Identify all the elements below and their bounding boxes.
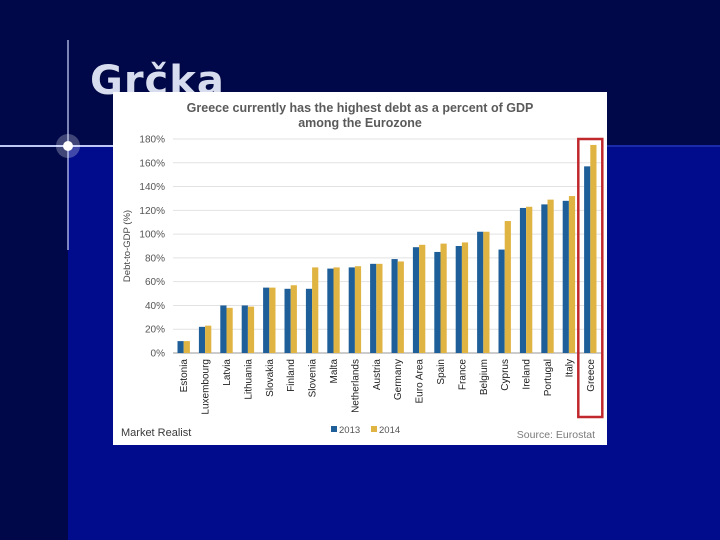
y-tick-label: 40% [145, 301, 165, 312]
bar-2014 [376, 263, 383, 353]
y-tick-label: 180% [139, 135, 165, 146]
bar-2014 [312, 267, 319, 353]
x-tick-label: Cyprus [500, 359, 511, 391]
bar-2013 [177, 341, 184, 353]
bar-2013 [562, 200, 569, 353]
bar-2013 [263, 287, 270, 353]
legend-label: 2014 [379, 425, 400, 436]
legend-label: 2013 [339, 425, 360, 436]
bar-chart: 0% 20% 40% 60% 80% 100% 120% 140% 160% 180% Debt-t… [122, 135, 604, 436]
x-tick-label: Finland [286, 359, 297, 392]
bar-2014 [226, 307, 233, 353]
highlight-box [577, 137, 604, 419]
bar-2014 [290, 285, 297, 353]
x-tick-label: Malta [329, 359, 340, 384]
brand-logo: Market Realist [121, 427, 192, 439]
bar-2013 [391, 259, 398, 353]
bar-2013 [412, 247, 420, 353]
x-tick-label: Latvia [222, 359, 233, 386]
y-tick-label: 0% [151, 349, 166, 360]
bar-2014 [526, 206, 533, 353]
legend-swatch [331, 426, 337, 432]
bar-2013 [241, 305, 248, 353]
x-tick-label: Netherlands [350, 359, 361, 413]
x-tick-label: Germany [393, 359, 404, 400]
x-tick-label: Estonia [179, 359, 190, 393]
x-tick-label: Austria [372, 359, 383, 391]
bar-2013 [198, 326, 206, 353]
bar-2014 [590, 144, 597, 353]
y-tick-label: 140% [139, 182, 165, 193]
y-tick-label: 120% [139, 206, 165, 217]
y-tick-label: 60% [145, 277, 165, 288]
chart-panel: Greece currently has the highest debt as… [113, 92, 607, 445]
bar-2014 [205, 325, 212, 353]
bar-2013 [348, 267, 355, 353]
bar-2013 [434, 251, 441, 353]
bar-2014 [504, 221, 511, 353]
bar-2013 [455, 246, 462, 353]
x-tick-label: Ireland [522, 359, 533, 390]
source-note: Source: Eurostat [516, 429, 595, 441]
bar-2014 [547, 199, 554, 353]
x-tick-label: Belgium [479, 359, 490, 395]
x-tick-label: Luxembourg [201, 359, 212, 415]
x-tick-label: Portugal [543, 359, 554, 396]
bar-2013 [584, 166, 591, 353]
x-tick-label: Slovenia [308, 359, 319, 398]
y-tick-label: 80% [145, 253, 165, 264]
bar-2014 [440, 243, 447, 353]
star-flare-icon [0, 40, 150, 250]
bar-2014 [269, 287, 276, 353]
bar-2013 [220, 305, 227, 353]
y-tick-label: 160% [139, 158, 165, 169]
bar-2014 [247, 306, 255, 353]
bar-2014 [483, 231, 490, 353]
x-tick-label: Spain [436, 359, 447, 385]
chart-subtitle: among the Eurozone [298, 116, 422, 130]
bar-2014 [397, 261, 404, 353]
bar-2013 [284, 288, 291, 353]
x-tick-label: Italy [564, 359, 575, 377]
bar-2013 [477, 231, 484, 353]
bar-2013 [498, 249, 505, 353]
x-tick-label: Slovakia [265, 359, 276, 397]
bar-2013 [327, 268, 334, 353]
x-tick-label: France [457, 359, 468, 391]
bar-2013 [519, 207, 527, 353]
x-tick-label: Lithuania [243, 359, 254, 400]
bar-2014 [354, 266, 362, 353]
x-tick-label: Greece [586, 359, 597, 392]
bar-2013 [541, 204, 548, 353]
x-tick-label: Euro Area [415, 359, 426, 404]
bar-2014 [568, 196, 576, 353]
bar-2013 [305, 288, 313, 353]
chart-title: Greece currently has the highest debt as… [186, 101, 534, 115]
bar-2014 [461, 242, 469, 353]
bar-2014 [183, 341, 190, 353]
legend-swatch [371, 426, 377, 432]
bar-2014 [333, 267, 340, 353]
y-tick-label: 100% [139, 230, 165, 241]
y-axis-label: Debt-to-GDP (%) [122, 210, 133, 282]
y-tick-label: 20% [145, 325, 165, 336]
bar-2014 [419, 244, 426, 353]
bar-2013 [370, 263, 377, 353]
